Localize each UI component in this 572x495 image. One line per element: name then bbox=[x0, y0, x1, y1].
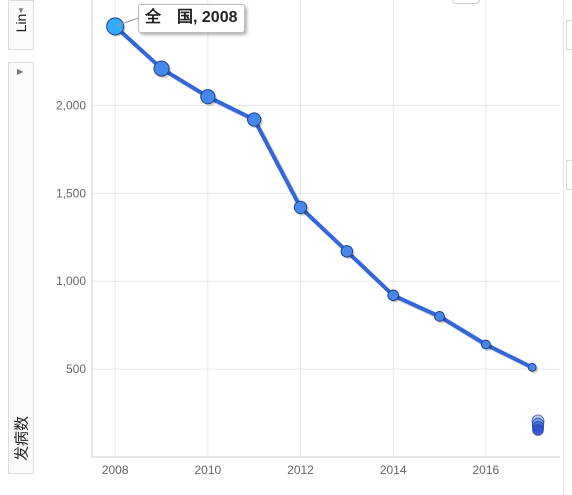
data-point bbox=[200, 89, 216, 105]
series-layer bbox=[106, 17, 539, 374]
data-point bbox=[387, 289, 399, 302]
y-axis-selector[interactable]: ▶ 发病数 bbox=[8, 62, 34, 474]
series-line bbox=[113, 24, 535, 370]
x-tick-label: 2016 bbox=[473, 463, 500, 477]
data-point-highlighted bbox=[106, 17, 125, 36]
y-tick-label: 1,500 bbox=[56, 186, 86, 200]
size-legend bbox=[531, 414, 545, 436]
x-tick-label: 2010 bbox=[194, 463, 221, 477]
data-point bbox=[153, 60, 170, 77]
expand-arrow-icon: ▶ bbox=[17, 67, 24, 76]
tooltip-sep: , bbox=[193, 9, 202, 26]
data-tooltip: 全 国, 2008 bbox=[138, 4, 245, 33]
size-legend-dot bbox=[532, 424, 544, 436]
scale-toggle-button[interactable]: ▼ Lin bbox=[8, 0, 34, 50]
data-point bbox=[293, 200, 308, 215]
x-tick-label: 2008 bbox=[102, 463, 129, 477]
x-tick-label: 2012 bbox=[287, 463, 314, 477]
x-tick-label: 2014 bbox=[380, 463, 407, 477]
y-tick-label: 500 bbox=[66, 362, 86, 376]
rail-tab-lower[interactable] bbox=[566, 160, 572, 190]
line-chart: 2008 2010 2012 2014 2016 500 1,000 1,500 2,000 bbox=[56, 0, 560, 477]
y-tick-label: 2,000 bbox=[56, 98, 86, 112]
data-point bbox=[527, 362, 537, 372]
data-point bbox=[340, 245, 354, 258]
dropdown-caret-icon: ▼ bbox=[17, 6, 25, 15]
tooltip-connector bbox=[114, 17, 139, 27]
data-point bbox=[247, 112, 262, 127]
tooltip-region: 全 国 bbox=[145, 9, 194, 26]
axis-layer: 2008 2010 2012 2014 2016 500 1,000 1,500 2,000 bbox=[56, 0, 560, 477]
data-point bbox=[434, 311, 445, 322]
right-panel-rail bbox=[563, 0, 572, 495]
grid-layer bbox=[92, 0, 560, 457]
rail-tab-upper[interactable] bbox=[566, 20, 572, 50]
tooltip-year: 2008 bbox=[201, 9, 238, 26]
data-point bbox=[480, 339, 491, 350]
y-tick-label: 1,000 bbox=[56, 274, 86, 288]
